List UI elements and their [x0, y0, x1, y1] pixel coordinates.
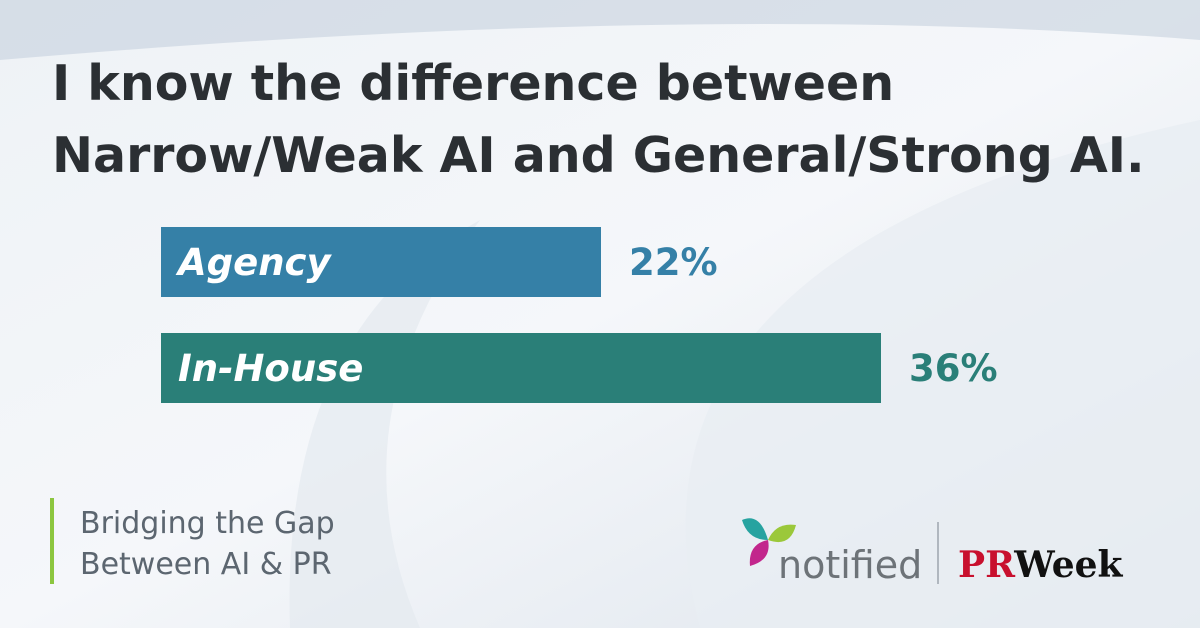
chart-title: I know the difference between — [52, 55, 894, 112]
background-shape — [289, 220, 480, 628]
chart-title: Narrow/Weak AI and General/Strong AI. — [52, 127, 1145, 184]
prweek-logo: PRWeek — [958, 544, 1124, 586]
category-label: In-House — [178, 347, 363, 390]
background-shape — [685, 120, 1200, 628]
footer-subtitle: Bridging the Gap — [80, 506, 335, 541]
bar — [161, 333, 881, 403]
accent-bar — [50, 498, 54, 584]
value-label: 36% — [909, 347, 998, 390]
prweek-week: Week — [1013, 544, 1123, 586]
notified-logo: notified — [778, 543, 922, 587]
notified-icon — [742, 518, 796, 566]
bar — [161, 227, 601, 297]
footer-subtitle: Between AI & PR — [80, 547, 332, 582]
prweek-pr: PR — [958, 544, 1016, 586]
value-label: 22% — [629, 241, 718, 284]
background-shape — [0, 0, 1200, 60]
category-label: Agency — [175, 241, 332, 284]
